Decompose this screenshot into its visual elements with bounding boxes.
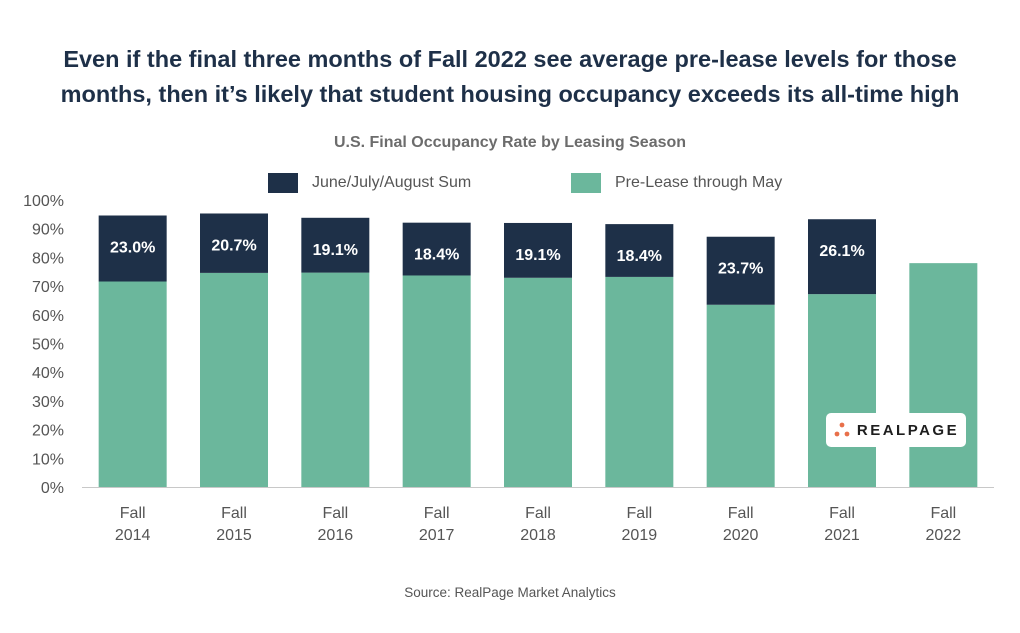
- bar-summer: [504, 222, 572, 278]
- bar-prelease: [909, 263, 978, 487]
- bar-summer: [98, 215, 167, 282]
- y-tick-label: 10%: [32, 451, 64, 468]
- legend-swatch-summer: [268, 173, 298, 193]
- x-tick-label: 2022: [926, 527, 962, 544]
- x-tick-label: Fall: [930, 505, 956, 522]
- y-tick-label: 50%: [32, 337, 64, 354]
- realpage-logo-text: REALPAGE: [856, 421, 960, 439]
- headline-line-1: Even if the final three months of Fall 2…: [63, 46, 957, 72]
- data-label-summer: 18.4%: [414, 247, 459, 264]
- bar-prelease: [605, 276, 674, 487]
- y-tick-label: 40%: [32, 365, 64, 382]
- data-label-summer: 19.1%: [313, 242, 358, 259]
- bar-prelease: [808, 294, 876, 487]
- x-tick-label: 2018: [520, 527, 556, 544]
- x-tick-label: Fall: [626, 505, 652, 522]
- y-tick-label: 20%: [32, 423, 64, 440]
- source-note: Source: RealPage Market Analytics: [404, 585, 616, 600]
- legend-label-prelease: Pre-Lease through May: [615, 174, 783, 191]
- x-tick-label: 2021: [824, 527, 860, 544]
- data-label-summer: 26.1%: [819, 243, 864, 260]
- y-tick-label: 70%: [32, 279, 64, 296]
- x-tick-label: 2014: [115, 527, 151, 544]
- x-tick-label: Fall: [829, 505, 855, 522]
- bar-summer: [808, 219, 876, 295]
- bar-summer: [706, 236, 775, 305]
- x-tick-label: Fall: [525, 505, 551, 522]
- y-tick-label: 80%: [32, 250, 64, 267]
- chart-title: U.S. Final Occupancy Rate by Leasing Sea…: [333, 134, 687, 151]
- bar-summer: [605, 224, 674, 277]
- legend-label-summer: June/July/August Sum: [312, 174, 472, 191]
- bar-prelease: [402, 275, 471, 487]
- x-tick-label: Fall: [120, 505, 146, 522]
- realpage-logo: REALPAGE: [826, 413, 966, 447]
- bar-prelease: [301, 272, 370, 487]
- data-label-summer: 23.0%: [110, 239, 155, 256]
- bar-prelease: [706, 304, 775, 487]
- x-tick-label: 2016: [318, 527, 354, 544]
- bar-prelease: [504, 277, 572, 487]
- x-tick-label: Fall: [221, 505, 247, 522]
- data-label-summer: 18.4%: [617, 248, 662, 265]
- x-tick-label: 2015: [216, 527, 252, 544]
- x-tick-label: 2017: [419, 527, 455, 544]
- y-tick-label: 60%: [32, 308, 64, 325]
- legend-item-summer: June/July/August Sum: [268, 173, 471, 193]
- y-tick-label: 30%: [32, 394, 64, 411]
- y-tick-label: 0%: [41, 480, 64, 497]
- realpage-dots-icon: [834, 422, 850, 437]
- data-label-summer: 19.1%: [515, 247, 560, 264]
- x-tick-label: 2020: [723, 527, 759, 544]
- bar-summer: [301, 217, 370, 273]
- x-tick-label: Fall: [424, 505, 450, 522]
- x-tick-label: Fall: [728, 505, 754, 522]
- x-tick-label: Fall: [322, 505, 348, 522]
- legend-swatch-prelease: [571, 173, 601, 193]
- headline-line-2: months, then it’s likely that student ho…: [60, 81, 960, 107]
- y-tick-label: 90%: [32, 222, 64, 239]
- legend-item-prelease: Pre-Lease through May: [571, 173, 782, 193]
- bar-summer: [402, 222, 471, 276]
- bar-prelease: [200, 272, 268, 487]
- headline: Even if the final three months of Fall 2…: [0, 42, 1020, 112]
- y-tick-label: 100%: [23, 193, 64, 210]
- x-tick-label: 2019: [622, 527, 658, 544]
- data-label-summer: 20.7%: [211, 237, 256, 254]
- bar-summer: [200, 213, 268, 273]
- data-label-summer: 23.7%: [718, 261, 763, 278]
- bar-prelease: [98, 281, 167, 487]
